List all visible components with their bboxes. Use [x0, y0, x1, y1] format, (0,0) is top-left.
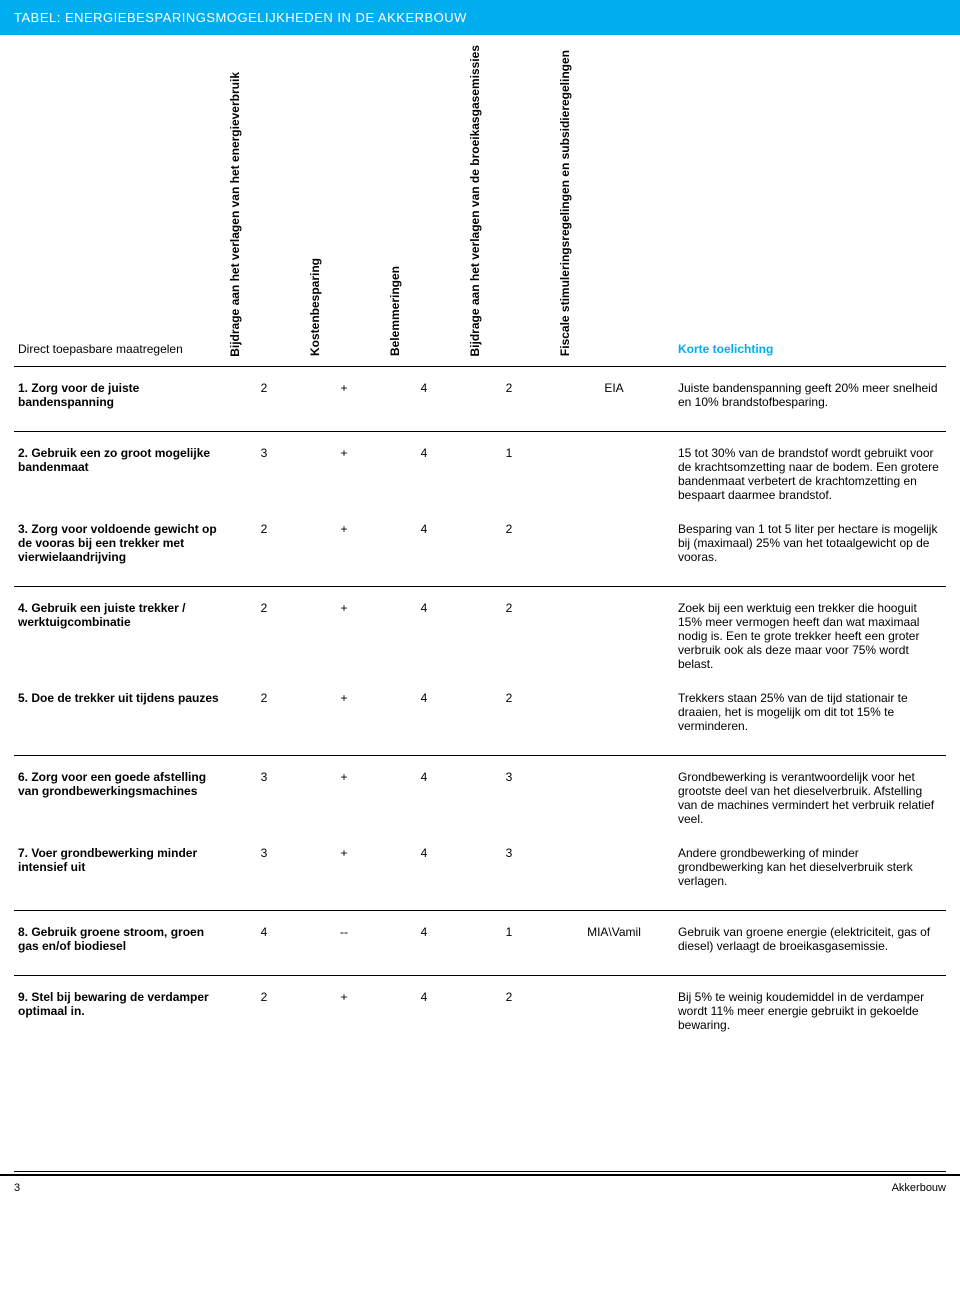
cell-v3: 4 [384, 587, 464, 682]
page-number: 3 [14, 1176, 20, 1194]
cell-v5 [554, 681, 674, 756]
cell-v1: 2 [224, 976, 304, 1055]
cell-v5: MIA\Vamil [554, 911, 674, 976]
col-note: Korte toelichting [674, 35, 946, 367]
cell-v2: + [304, 976, 384, 1055]
cell-measure: 6. Zorg voor een goede afstelling van gr… [14, 756, 224, 837]
cell-v3: 4 [384, 756, 464, 837]
cell-v4: 2 [464, 976, 554, 1055]
page-banner: TABEL: ENERGIEBESPARINGSMOGELIJKHEDEN IN… [0, 0, 960, 35]
banner-title: TABEL: ENERGIEBESPARINGSMOGELIJKHEDEN IN… [14, 10, 467, 25]
cell-note: Bij 5% te weinig koudemiddel in de verda… [674, 976, 946, 1055]
section-label: Akkerbouw [892, 1176, 946, 1194]
cell-v2: + [304, 587, 384, 682]
table-row: 9. Stel bij bewaring de verdamper optima… [14, 976, 946, 1055]
table-row: 4. Gebruik een juiste trekker / werktuig… [14, 587, 946, 682]
col-measure: Direct toepasbare maatregelen [14, 35, 224, 367]
cell-note: Zoek bij een werktuig een trekker die ho… [674, 587, 946, 682]
cell-note: Trekkers staan 25% van de tijd stationai… [674, 681, 946, 756]
cell-v4: 3 [464, 756, 554, 837]
col-energy: Bijdrage aan het verlagen van het energi… [224, 35, 304, 367]
cell-v3: 4 [384, 836, 464, 911]
cell-v2: + [304, 836, 384, 911]
cell-note: Juiste bandenspanning geeft 20% meer sne… [674, 367, 946, 432]
table-row: 2. Gebruik een zo groot mogelijke banden… [14, 432, 946, 513]
cell-v1: 2 [224, 367, 304, 432]
col-fiscal: Fiscale stimuleringsregelingen en subsid… [554, 35, 674, 367]
cell-note: Grondbewerking is verantwoordelijk voor … [674, 756, 946, 837]
cell-note: Besparing van 1 tot 5 liter per hectare … [674, 512, 946, 587]
cell-v3: 4 [384, 976, 464, 1055]
cell-measure: 4. Gebruik een juiste trekker / werktuig… [14, 587, 224, 682]
cell-v2: -- [304, 911, 384, 976]
energy-table: Direct toepasbare maatregelen Bijdrage a… [14, 35, 946, 1054]
cell-measure: 9. Stel bij bewaring de verdamper optima… [14, 976, 224, 1055]
col-emissions: Bijdrage aan het verlagen van de broeika… [464, 35, 554, 367]
table-row: 6. Zorg voor een goede afstelling van gr… [14, 756, 946, 837]
cell-v1: 3 [224, 756, 304, 837]
cell-v4: 2 [464, 681, 554, 756]
cell-v1: 3 [224, 836, 304, 911]
cell-v1: 2 [224, 681, 304, 756]
cell-v2: + [304, 367, 384, 432]
cell-v5: EIA [554, 367, 674, 432]
cell-v3: 4 [384, 432, 464, 513]
cell-v1: 4 [224, 911, 304, 976]
cell-measure: 5. Doe de trekker uit tijdens pauzes [14, 681, 224, 756]
cell-v3: 4 [384, 367, 464, 432]
cell-note: Andere grondbewerking of minder grondbew… [674, 836, 946, 911]
cell-note: 15 tot 30% van de brandstof wordt gebrui… [674, 432, 946, 513]
cell-v4: 1 [464, 911, 554, 976]
cell-v5 [554, 587, 674, 682]
cell-measure: 7. Voer grondbewerking minder intensief … [14, 836, 224, 911]
cell-v1: 3 [224, 432, 304, 513]
table-row: 7. Voer grondbewerking minder intensief … [14, 836, 946, 911]
col-cost: Kostenbesparing [304, 35, 384, 367]
cell-v5 [554, 512, 674, 587]
cell-v3: 4 [384, 512, 464, 587]
cell-note: Gebruik van groene energie (elektricitei… [674, 911, 946, 976]
page-footer: 3 Akkerbouw [0, 1174, 960, 1204]
cell-v5 [554, 976, 674, 1055]
cell-v2: + [304, 432, 384, 513]
cell-measure: 8. Gebruik groene stroom, groen gas en/o… [14, 911, 224, 976]
cell-v4: 3 [464, 836, 554, 911]
cell-v1: 2 [224, 512, 304, 587]
table-row: 5. Doe de trekker uit tijdens pauzes2+42… [14, 681, 946, 756]
table-row: 8. Gebruik groene stroom, groen gas en/o… [14, 911, 946, 976]
cell-v2: + [304, 681, 384, 756]
cell-measure: 1. Zorg voor de juiste bandenspanning [14, 367, 224, 432]
cell-measure: 2. Gebruik een zo groot mogelijke banden… [14, 432, 224, 513]
cell-v2: + [304, 756, 384, 837]
cell-v4: 2 [464, 512, 554, 587]
table-row: 3. Zorg voor voldoende gewicht op de voo… [14, 512, 946, 587]
cell-v4: 2 [464, 587, 554, 682]
cell-v1: 2 [224, 587, 304, 682]
cell-v4: 2 [464, 367, 554, 432]
table-header-row: Direct toepasbare maatregelen Bijdrage a… [14, 35, 946, 367]
cell-v5 [554, 432, 674, 513]
cell-v5 [554, 756, 674, 837]
col-obstacles: Belemmeringen [384, 35, 464, 367]
table-container: Direct toepasbare maatregelen Bijdrage a… [0, 35, 960, 1054]
cell-v4: 1 [464, 432, 554, 513]
cell-measure: 3. Zorg voor voldoende gewicht op de voo… [14, 512, 224, 587]
cell-v3: 4 [384, 681, 464, 756]
cell-v5 [554, 836, 674, 911]
cell-v2: + [304, 512, 384, 587]
cell-v3: 4 [384, 911, 464, 976]
table-row: 1. Zorg voor de juiste bandenspanning2+4… [14, 367, 946, 432]
